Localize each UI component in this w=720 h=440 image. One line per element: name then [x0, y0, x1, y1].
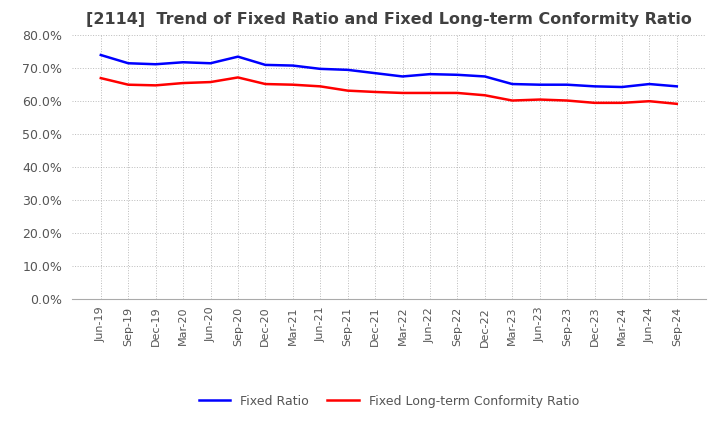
- Fixed Long-term Conformity Ratio: [289, 82, 297, 87]
- Fixed Long-term Conformity Ratio: [672, 101, 681, 106]
- Fixed Ratio: [618, 84, 626, 90]
- Fixed Ratio: [289, 63, 297, 68]
- Fixed Ratio: [508, 81, 516, 87]
- Fixed Long-term Conformity Ratio: [426, 90, 434, 95]
- Fixed Long-term Conformity Ratio: [536, 97, 544, 102]
- Title: [2114]  Trend of Fixed Ratio and Fixed Long-term Conformity Ratio: [2114] Trend of Fixed Ratio and Fixed Lo…: [86, 12, 692, 27]
- Fixed Long-term Conformity Ratio: [508, 98, 516, 103]
- Fixed Long-term Conformity Ratio: [453, 90, 462, 95]
- Fixed Long-term Conformity Ratio: [480, 92, 489, 98]
- Fixed Long-term Conformity Ratio: [206, 79, 215, 84]
- Fixed Ratio: [343, 67, 352, 73]
- Fixed Long-term Conformity Ratio: [124, 82, 132, 87]
- Fixed Long-term Conformity Ratio: [563, 98, 572, 103]
- Fixed Long-term Conformity Ratio: [96, 75, 105, 81]
- Fixed Ratio: [179, 59, 187, 65]
- Line: Fixed Ratio: Fixed Ratio: [101, 55, 677, 87]
- Fixed Ratio: [261, 62, 270, 67]
- Line: Fixed Long-term Conformity Ratio: Fixed Long-term Conformity Ratio: [101, 77, 677, 104]
- Fixed Long-term Conformity Ratio: [343, 88, 352, 93]
- Fixed Long-term Conformity Ratio: [618, 100, 626, 106]
- Legend: Fixed Ratio, Fixed Long-term Conformity Ratio: Fixed Ratio, Fixed Long-term Conformity …: [194, 390, 584, 413]
- Fixed Ratio: [590, 84, 599, 89]
- Fixed Ratio: [316, 66, 325, 71]
- Fixed Long-term Conformity Ratio: [371, 89, 379, 95]
- Fixed Ratio: [371, 70, 379, 76]
- Fixed Ratio: [398, 74, 407, 79]
- Fixed Ratio: [672, 84, 681, 89]
- Fixed Ratio: [206, 61, 215, 66]
- Fixed Long-term Conformity Ratio: [179, 81, 187, 86]
- Fixed Ratio: [151, 62, 160, 67]
- Fixed Ratio: [563, 82, 572, 87]
- Fixed Long-term Conformity Ratio: [645, 99, 654, 104]
- Fixed Ratio: [480, 74, 489, 79]
- Fixed Ratio: [645, 81, 654, 87]
- Fixed Ratio: [96, 52, 105, 58]
- Fixed Ratio: [536, 82, 544, 87]
- Fixed Ratio: [124, 61, 132, 66]
- Fixed Long-term Conformity Ratio: [316, 84, 325, 89]
- Fixed Ratio: [426, 71, 434, 77]
- Fixed Long-term Conformity Ratio: [151, 83, 160, 88]
- Fixed Long-term Conformity Ratio: [233, 75, 242, 80]
- Fixed Ratio: [453, 72, 462, 77]
- Fixed Long-term Conformity Ratio: [398, 90, 407, 95]
- Fixed Long-term Conformity Ratio: [590, 100, 599, 106]
- Fixed Ratio: [233, 54, 242, 59]
- Fixed Long-term Conformity Ratio: [261, 81, 270, 87]
